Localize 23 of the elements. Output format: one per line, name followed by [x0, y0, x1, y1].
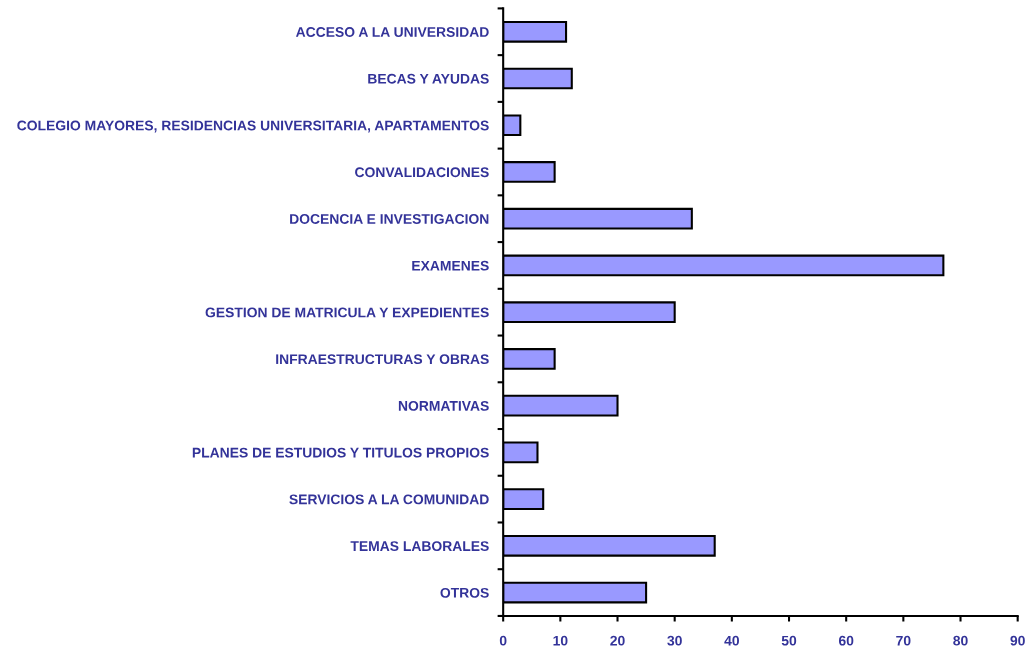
y-tick-label: SERVICIOS A LA COMUNIDAD [289, 494, 489, 505]
x-tick-label: 60 [838, 635, 854, 646]
y-tick-label: TEMAS LABORALES [350, 541, 489, 552]
y-tick-label: NORMATIVAS [398, 400, 489, 411]
y-tick-label: INFRAESTRUCTURAS Y OBRAS [276, 354, 489, 365]
x-tick-label: 40 [724, 635, 739, 646]
x-tick-label: 0 [499, 635, 507, 646]
x-tick-label: 10 [553, 635, 568, 646]
y-tick-label: GESTION DE MATRICULA Y EXPEDIENTES [205, 307, 489, 318]
y-tick-label: ACCESO A LA UNIVERSIDAD [295, 27, 489, 37]
y-tick-label: BECAS Y AYUDAS [368, 73, 489, 84]
y-tick-label: EXAMENES [412, 260, 489, 271]
x-tick-label: 30 [667, 635, 682, 646]
y-tick-label: DOCENCIA E INVESTIGACION [290, 214, 489, 224]
x-tick-label: 50 [781, 635, 797, 646]
y-tick-label: PLANES DE ESTUDIOS Y TITULOS PROPIOS [192, 447, 489, 458]
x-tick-label: 20 [610, 635, 625, 646]
x-tick-label: 80 [953, 635, 968, 646]
y-tick-label: OTROS [440, 587, 489, 598]
y-tick-label: COLEGIO MAYORES, RESIDENCIAS UNIVERSITARIA, APARTAMENTOS [17, 120, 489, 133]
y-tick-label: CONVALIDACIONES [355, 167, 489, 178]
x-tick-label: 90 [1010, 635, 1025, 646]
x-tick-label: 70 [896, 635, 911, 646]
